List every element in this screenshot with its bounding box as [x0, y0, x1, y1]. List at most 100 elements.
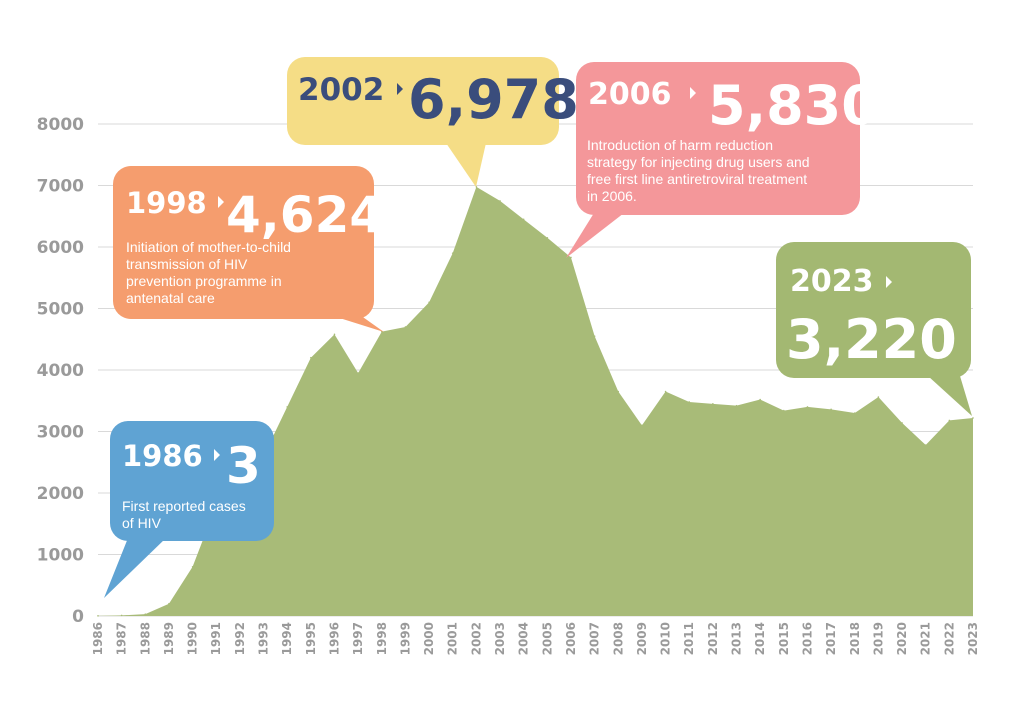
data-point — [806, 406, 809, 408]
x-tick-label: 2009 — [635, 622, 649, 655]
callout-year: 2023 — [790, 264, 874, 299]
x-tick-label: 1986 — [91, 622, 105, 655]
x-tick-label: 1994 — [280, 622, 294, 655]
callout-note-line: strategy for injecting drug users and — [587, 154, 810, 170]
y-tick-label: 7000 — [37, 177, 84, 197]
x-tick-label: 2017 — [824, 622, 838, 655]
x-tick-label: 2018 — [848, 622, 862, 655]
callout-box — [776, 242, 971, 378]
data-point — [144, 613, 147, 615]
data-point — [664, 390, 667, 393]
callout-value: 6,978 — [408, 68, 579, 131]
area-fill — [98, 186, 973, 616]
callout-note-line: Initiation of mother-to-child — [126, 239, 291, 255]
data-point — [428, 301, 430, 304]
x-tick-label: 2001 — [446, 622, 460, 655]
x-tick-label: 2005 — [540, 622, 554, 655]
triangle-right-icon — [397, 83, 403, 95]
callout-value: 5,830 — [708, 74, 879, 137]
data-point — [688, 401, 691, 403]
callout-pointer — [928, 376, 972, 416]
y-tick-label: 3000 — [37, 423, 84, 443]
x-tick-label: 2016 — [800, 622, 814, 655]
x-tick-label: 2008 — [611, 622, 625, 655]
x-tick-label: 2021 — [919, 622, 933, 655]
x-tick-label: 1992 — [233, 622, 247, 655]
x-tick-label: 2014 — [753, 622, 767, 655]
data-point — [759, 398, 761, 401]
data-point — [522, 218, 525, 221]
callout-note-line: antenatal care — [126, 290, 215, 306]
x-tick-label: 2003 — [493, 622, 507, 655]
x-tick-label: 2013 — [730, 622, 744, 655]
y-tick-label: 6000 — [37, 238, 84, 258]
x-tick-label: 1991 — [209, 622, 223, 655]
callout-year: 2002 — [298, 72, 384, 108]
callout-note-line: Introduction of harm reduction — [587, 137, 773, 153]
data-point — [120, 614, 123, 617]
x-tick-label: 1990 — [186, 622, 200, 655]
data-point — [948, 419, 951, 422]
callout-value: 4,624 — [226, 186, 384, 244]
x-tick-label: 1987 — [115, 622, 129, 655]
x-tick-label: 1999 — [398, 622, 412, 655]
callout-note-line: First reported cases — [122, 498, 246, 514]
data-point — [853, 412, 856, 414]
data-point — [830, 408, 832, 411]
x-tick-label: 1998 — [375, 622, 389, 655]
callout-2023: 2023 3,220 — [776, 242, 972, 416]
callout-pointer — [566, 213, 624, 258]
x-tick-label: 2019 — [871, 622, 885, 655]
triangle-right-icon — [690, 87, 696, 99]
data-point — [972, 417, 974, 419]
triangle-right-icon — [214, 449, 220, 461]
callout-box — [113, 166, 374, 319]
data-point — [97, 615, 99, 617]
data-point — [357, 372, 359, 374]
x-tick-label: 2023 — [966, 622, 980, 655]
data-point — [901, 422, 903, 424]
triangle-right-icon — [218, 196, 224, 208]
callout-box — [576, 62, 860, 215]
callout-box — [287, 57, 559, 145]
triangle-right-icon — [886, 276, 892, 288]
data-point — [286, 406, 288, 408]
data-point — [735, 404, 738, 407]
data-point — [783, 409, 785, 412]
x-tick-label: 2007 — [588, 622, 602, 655]
data-point — [546, 236, 549, 239]
x-tick-label: 2006 — [564, 622, 578, 655]
x-tick-label: 2010 — [659, 622, 673, 655]
callout-note-line: of HIV — [122, 515, 162, 531]
data-point — [593, 335, 596, 337]
callout-year: 1986 — [122, 439, 203, 473]
y-tick-label: 5000 — [37, 300, 84, 320]
x-tick-label: 2004 — [517, 622, 531, 655]
x-tick-label: 1993 — [257, 622, 271, 655]
data-point — [191, 566, 194, 568]
callout-year: 2006 — [588, 77, 672, 112]
callout-note-line: transmission of HIV — [126, 256, 248, 272]
data-point — [570, 256, 572, 259]
data-point — [712, 403, 714, 405]
data-point — [924, 444, 927, 446]
data-point — [168, 602, 170, 605]
x-tick-label: 2020 — [895, 622, 909, 655]
callout-pointer — [446, 143, 486, 187]
data-point — [451, 252, 454, 254]
data-point — [333, 333, 336, 336]
y-tick-label: 1000 — [37, 546, 84, 566]
x-tick-label: 2000 — [422, 622, 436, 655]
callout-value: 3 — [226, 437, 261, 495]
y-tick-label: 0 — [72, 607, 84, 627]
x-tick-label: 1988 — [138, 622, 152, 655]
x-tick-label: 1995 — [304, 622, 318, 655]
callout-value: 3,220 — [786, 308, 957, 371]
y-tick-label: 8000 — [37, 115, 84, 135]
x-tick-label: 2002 — [469, 622, 483, 655]
callout-note-line: prevention programme in — [126, 273, 282, 289]
data-point — [617, 390, 620, 393]
